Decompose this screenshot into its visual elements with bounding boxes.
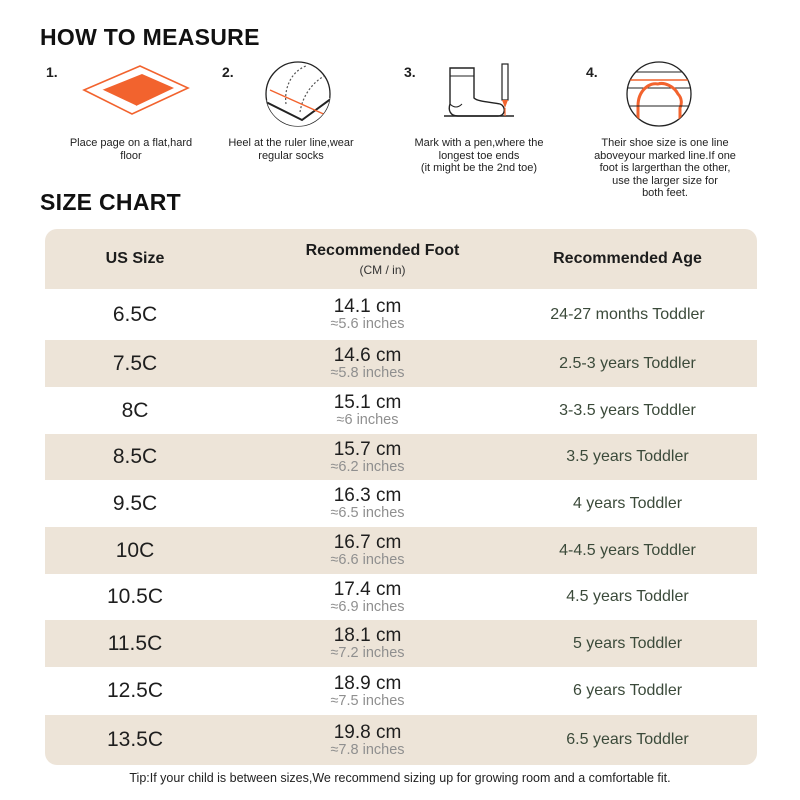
us-size-cell: 9.5C <box>112 491 158 515</box>
foot-length-inches: ≈5.8 inches <box>330 365 405 382</box>
step-text: Heel at the ruler line,wear regular sock… <box>228 137 354 162</box>
foot-length-cm: 17.4 cm <box>333 578 402 600</box>
recommended-age-cell: 3.5 years Toddler <box>566 448 689 465</box>
table-row: 11.5C 18.1 cm ≈7.2 inches 5 years Toddler <box>45 620 757 667</box>
foot-length-cell: 19.8 cm ≈7.8 inches <box>260 715 475 765</box>
toe-mark-line-icon <box>626 61 692 127</box>
recommended-age-cell: 3-3.5 years Toddler <box>559 401 696 419</box>
header-us-size-label: US Size <box>105 250 165 267</box>
foot-length-cell: 16.3 cm ≈6.5 inches <box>260 480 475 527</box>
foot-length-cell: 15.1 cm ≈6 inches <box>260 387 475 434</box>
header-age-label: Recommended Age <box>553 250 702 267</box>
how-to-measure-title: HOW TO MEASURE <box>40 24 260 50</box>
foot-length-cell: 17.4 cm ≈6.9 inches <box>260 574 475 620</box>
step-number: 2. <box>222 64 234 80</box>
foot-length-inches: ≈6.5 inches <box>330 505 405 522</box>
table-row: 8.5C 15.7 cm ≈6.2 inches 3.5 years Toddler <box>45 434 757 480</box>
us-size-cell: 12.5C <box>106 679 164 702</box>
header-us-size: US Size <box>45 229 225 289</box>
table-row: 7.5C 14.6 cm ≈5.8 inches 2.5-3 years Toddle… <box>45 340 757 387</box>
sock-and-pen-icon <box>444 63 514 117</box>
us-size-cell: 7.5C <box>112 351 158 375</box>
table-row: 13.5C 19.8 cm ≈7.8 inches 6.5 years Toddler <box>45 715 757 765</box>
foot-length-cm: 15.1 cm <box>333 392 402 414</box>
foot-length-cm: 16.3 cm <box>333 485 402 507</box>
step-number: 3. <box>404 64 416 80</box>
header-foot-label: Recommended Foot <box>305 241 460 259</box>
sizing-tip: Tip:If your child is between sizes,We re… <box>129 771 671 785</box>
recommended-age-cell: 6 years Toddler <box>572 682 683 699</box>
table-row: 12.5C 18.9 cm ≈7.5 inches 6 years Toddler <box>45 667 757 715</box>
step-text: Their shoe size is one line aboveyour ma… <box>594 137 736 199</box>
foot-length-inches: ≈6.9 inches <box>330 598 405 615</box>
foot-length-cell: 18.1 cm ≈7.2 inches <box>260 620 475 667</box>
header-recommended-foot: Recommended Foot (CM / in) <box>260 229 505 289</box>
step-text: Place page on a flat,hard floor <box>69 137 193 162</box>
foot-length-inches: ≈6.6 inches <box>330 552 405 569</box>
foot-length-cell: 14.6 cm ≈5.8 inches <box>260 340 475 387</box>
us-size-cell: 13.5C <box>106 728 164 751</box>
recommended-age-cell: 4 years Toddler <box>572 494 683 512</box>
size-chart-title: SIZE CHART <box>40 189 181 215</box>
foot-length-cell: 18.9 cm ≈7.5 inches <box>260 667 475 715</box>
foot-length-inches: ≈6 inches <box>336 412 399 429</box>
table-header: US Size Recommended Foot (CM / in) Recom… <box>45 229 757 289</box>
table-row: 8C 15.1 cm ≈6 inches 3-3.5 years Toddler <box>45 387 757 434</box>
foot-length-cm: 15.7 cm <box>333 438 402 460</box>
foot-length-cell: 16.7 cm ≈6.6 inches <box>260 527 475 574</box>
foot-length-cell: 14.1 cm ≈5.6 inches <box>260 289 475 340</box>
size-chart-table: US Size Recommended Foot (CM / in) Recom… <box>45 229 757 765</box>
table-row: 10.5C 17.4 cm ≈6.9 inches 4.5 years Toddler <box>45 574 757 620</box>
step-number: 4. <box>586 64 598 80</box>
us-size-cell: 10C <box>115 538 155 562</box>
foot-length-inches: ≈7.8 inches <box>330 741 405 758</box>
recommended-age-cell: 4-4.5 years Toddler <box>559 541 696 559</box>
foot-length-cm: 14.6 cm <box>333 345 402 367</box>
step-text: Mark with a pen,where the longest toe en… <box>414 137 544 174</box>
table-row: 6.5C 14.1 cm ≈5.6 inches 24-27 months Toddl… <box>45 289 757 340</box>
recommended-age-cell: 2.5-3 years Toddler <box>559 354 696 372</box>
foot-length-cell: 15.7 cm ≈6.2 inches <box>260 434 475 480</box>
recommended-age-cell: 5 years Toddler <box>572 634 683 652</box>
header-foot-units: (CM / in) <box>359 262 406 277</box>
us-size-cell: 11.5C <box>107 631 163 655</box>
foot-length-inches: ≈7.2 inches <box>330 645 405 662</box>
foot-length-cm: 18.1 cm <box>333 625 402 647</box>
foot-length-cm: 16.7 cm <box>333 532 402 554</box>
foot-length-inches: ≈5.6 inches <box>330 316 405 333</box>
table-row: 9.5C 16.3 cm ≈6.5 inches 4 years Toddler <box>45 480 757 527</box>
table-row: 10C 16.7 cm ≈6.6 inches 4-4.5 years Toddler <box>45 527 757 574</box>
foot-length-cm: 14.1 cm <box>333 296 402 318</box>
heel-on-ruler-icon <box>265 61 331 127</box>
foot-length-cm: 19.8 cm <box>333 721 402 743</box>
recommended-age-cell: 24-27 months Toddler <box>550 305 705 323</box>
us-size-cell: 8C <box>121 398 149 422</box>
foot-length-inches: ≈7.5 inches <box>330 692 405 709</box>
us-size-cell: 10.5C <box>106 585 164 608</box>
recommended-age-cell: 6.5 years Toddler <box>566 731 689 748</box>
step-number: 1. <box>46 64 58 80</box>
foot-length-inches: ≈6.2 inches <box>330 458 405 475</box>
us-size-cell: 8.5C <box>112 445 158 468</box>
recommended-age-cell: 4.5 years Toddler <box>566 588 689 605</box>
foot-length-cm: 18.9 cm <box>333 672 402 694</box>
paper-on-surface-icon <box>82 65 190 115</box>
us-size-cell: 6.5C <box>112 302 158 326</box>
header-recommended-age: Recommended Age <box>515 229 740 289</box>
